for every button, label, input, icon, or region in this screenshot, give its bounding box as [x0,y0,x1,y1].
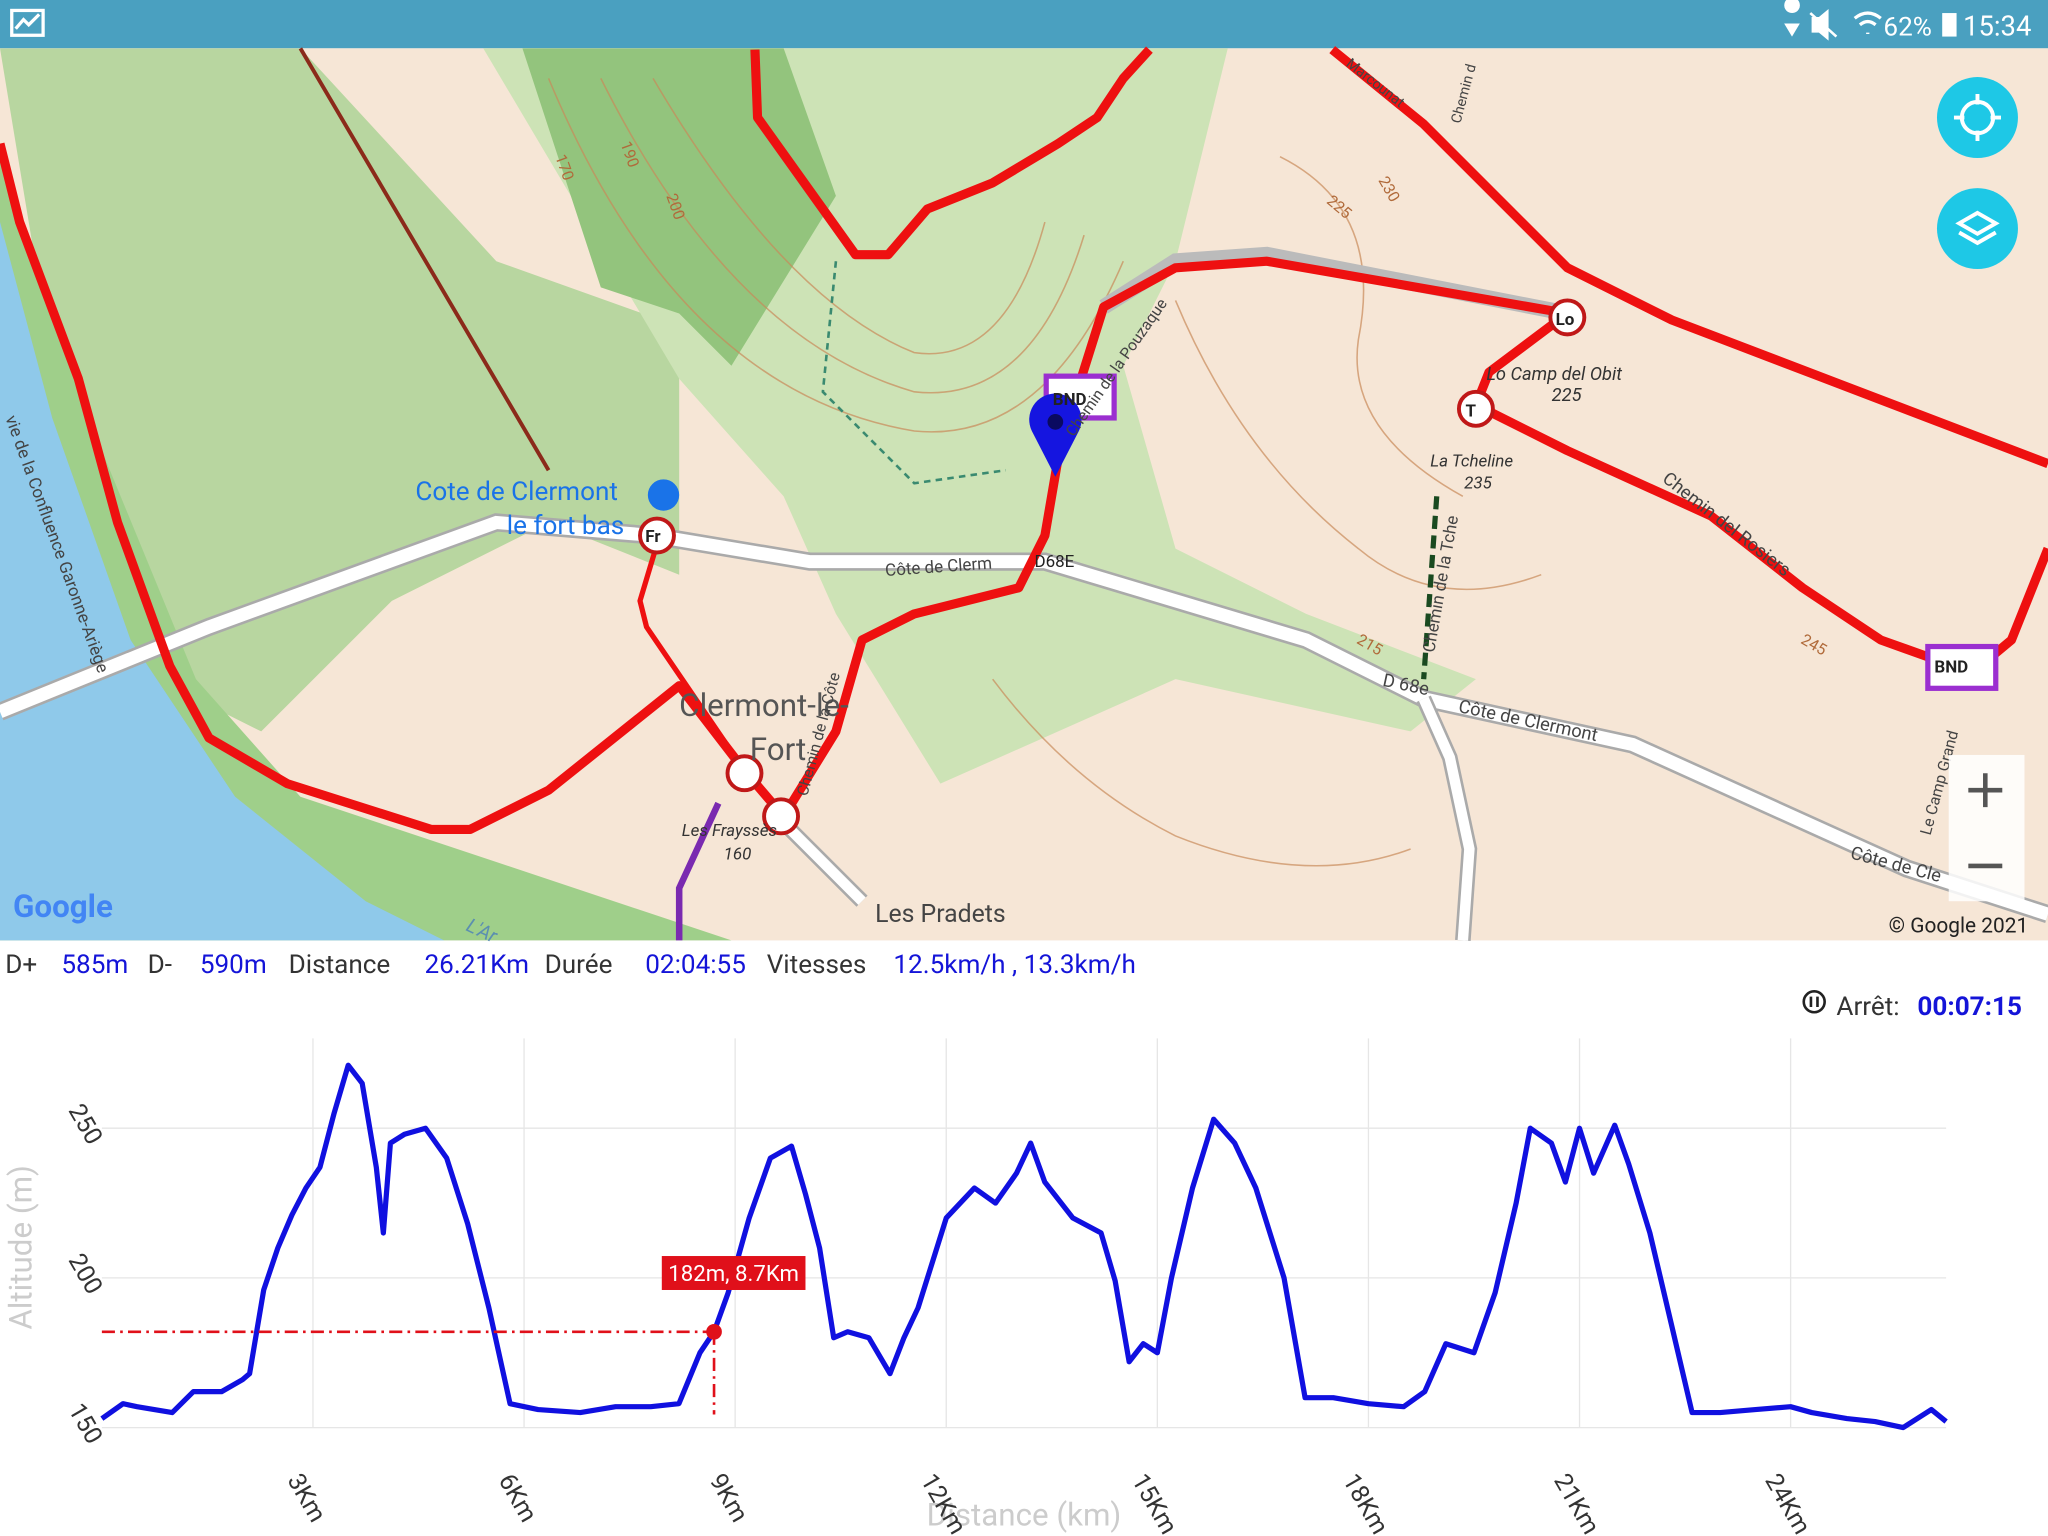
mail-icon-glyph [14,13,41,30]
map-label: La Tcheline [1430,451,1513,471]
map-label: D68E [1034,552,1074,572]
position-pin-dot [1047,414,1064,430]
y-axis-title: Altitude (m) [2,1165,39,1330]
cursor-point [706,1323,722,1340]
stat-label: Durée [545,950,613,980]
signposts [638,298,1587,836]
map-label: Cote de Clermont [415,477,618,507]
pause-icon-bars [1809,996,1819,1008]
x-axis-title: Distance (km) [927,1497,1122,1534]
x-tick-label: 9Km [703,1469,754,1528]
position-pin [1029,393,1082,477]
stat-label: D- [148,950,172,980]
forest [0,48,680,732]
stat-value: 02:04:55 [645,950,746,980]
map-label: T [1465,402,1476,422]
forest [522,48,836,366]
map-label: BND [1934,658,1968,678]
x-tick-label: 15Km [1125,1469,1183,1536]
stat-value: 26.21Km [424,950,529,980]
stats: D+ 585m D- 590m Distance 26.21Km Durée 0… [5,950,2022,1022]
mail-icon [10,8,45,37]
stat-label: Distance [289,950,391,980]
roads [0,47,2048,941]
track [0,46,2048,834]
battery-percent: 62% [1883,12,1931,42]
map-label: Fort [750,731,807,768]
map-label: 235 [1464,473,1492,493]
map-copyright: © Google 2021 [1889,915,2029,939]
map[interactable]: Cote de Clermont le fort bas Clermont-le- F… [0,46,2048,948]
layers-icon [1955,210,2000,246]
y-tick-label: 150 [62,1398,108,1449]
status-bar [0,0,2048,49]
map-label: Lo Camp del Obit [1486,364,1622,385]
y-tick-label: 250 [62,1099,108,1150]
river [0,222,445,941]
map-label: le fort bas [507,511,624,541]
map-label: BND [1053,390,1087,410]
battery-icon [1942,13,1957,37]
stat-value: 585m [61,950,128,980]
x-tick-label: 21Km [1547,1469,1605,1536]
stat-label: D+ [5,950,37,980]
stat-value: 590m [200,950,267,980]
map-label: Les Frayssès [682,821,777,841]
x-tick-label: 18Km [1336,1469,1394,1536]
layers-button[interactable] [1936,188,2018,270]
map-label: 160 [724,844,752,864]
bnd-marker [1925,643,1999,691]
stat-label: Vitesses [767,950,867,980]
locate-button[interactable] [1936,77,2018,159]
track-other [675,801,722,941]
contours [547,77,1542,867]
zoom-in[interactable] [1968,773,2003,808]
x-tick-label: 6Km [492,1469,543,1528]
poi-icon [647,479,680,511]
cursor-label: 182m, 8.7Km [668,1261,799,1287]
x-tick-label: 3Km [281,1469,332,1528]
stat-value: 12.5km/h , 13.3km/h [893,950,1135,980]
y-tick-label: 200 [62,1249,108,1300]
map-label: Clermont-le- [679,687,849,724]
mute-icon [1809,8,1838,41]
pause-icon [1802,990,1826,1014]
map-label: Fr [645,527,661,547]
location-icon [1784,0,1800,37]
map-label: 225 [1552,385,1583,406]
elevation-chart: Altitude (m) Distance (km) 150 200 250 3Km 6… [2,1038,1948,1536]
stat-value: 00:07:15 [1917,992,2022,1022]
wifi-icon [1853,11,1882,34]
stat-label: Arrêt: [1836,992,1899,1022]
clock: 15:34 [1963,10,2031,42]
elevation-line [100,1062,1948,1431]
x-tick-label: 24Km [1758,1469,1816,1536]
cursor-label-box [661,1256,806,1290]
map-label: Lo [1556,310,1575,330]
locate-icon-cross [1953,94,2001,142]
google-logo: Google [13,888,113,925]
map-label: Les Pradets [875,900,1006,929]
